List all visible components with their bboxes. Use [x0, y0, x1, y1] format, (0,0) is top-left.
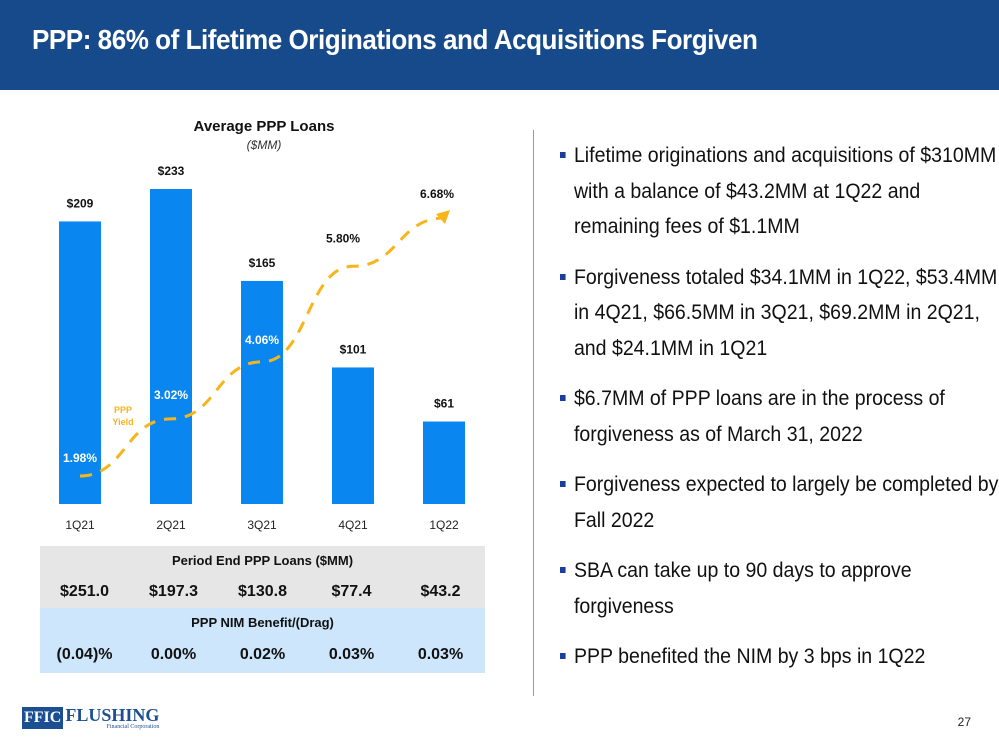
- x-tick-label: 1Q22: [429, 518, 459, 532]
- bar-3Q21: [241, 280, 283, 504]
- bar-value-label: $61: [434, 397, 454, 411]
- nim-values-row: (0.04)% 0.00% 0.02% 0.03% 0.03%: [40, 637, 485, 673]
- yield-legend-label: Yield: [112, 417, 133, 427]
- yield-value-label: 1.98%: [63, 451, 97, 465]
- nim-header: PPP NIM Benefit/(Drag): [191, 615, 334, 630]
- period-end-value: $197.3: [149, 582, 198, 600]
- logo-name: FLUSHING: [65, 705, 160, 725]
- bullet-item: Lifetime originations and acquisitions o…: [560, 138, 999, 245]
- bullet-square-icon: [560, 567, 566, 573]
- slide-header: PPP: 86% of Lifetime Originations and Ac…: [0, 0, 999, 90]
- period-end-value: $43.2: [420, 582, 461, 600]
- period-end-value: $77.4: [331, 582, 372, 600]
- bullet-text: Forgiveness expected to largely be compl…: [573, 473, 999, 532]
- bar-value-label: $209: [67, 196, 94, 210]
- bar-1Q22: [423, 421, 465, 504]
- logo-mark: FFIC: [22, 707, 64, 729]
- bullet-text: Forgiveness totaled $34.1MM in 1Q22, $53…: [573, 265, 998, 360]
- chart-title: Average PPP Loans: [194, 118, 335, 135]
- ppp-summary-table: Period End PPP Loans ($MM) $251.0 $197.3…: [40, 546, 485, 673]
- yield-legend-label: PPP: [114, 405, 132, 415]
- nim-value: 0.03%: [328, 646, 375, 663]
- bullet-text: $6.7MM of PPP loans are in the process o…: [573, 387, 945, 446]
- bar-value-label: $101: [340, 342, 367, 356]
- yield-value-label: 6.68%: [420, 187, 454, 201]
- bar-value-label: $165: [249, 256, 276, 270]
- yield-value-label: 5.80%: [326, 231, 360, 245]
- bullet-text: SBA can take up to 90 days to approve fo…: [573, 559, 912, 618]
- company-logo: FFIC FLUSHING Financial Corporation: [22, 705, 160, 730]
- period-end-header-row: Period End PPP Loans ($MM): [40, 546, 485, 575]
- bullet-item: Forgiveness expected to largely be compl…: [560, 467, 999, 538]
- x-tick-label: 4Q21: [338, 518, 368, 532]
- key-points-list: Lifetime originations and acquisitions o…: [560, 138, 998, 690]
- bullet-square-icon: [560, 152, 566, 158]
- bullet-item: SBA can take up to 90 days to approve fo…: [560, 553, 999, 624]
- yield-value-label: 3.02%: [154, 388, 188, 402]
- logo-subtitle: Financial Corporation: [106, 724, 160, 730]
- bar-value-label: $233: [158, 164, 185, 178]
- bullet-item: $6.7MM of PPP loans are in the process o…: [560, 381, 999, 452]
- period-end-values-row: $251.0 $197.3 $130.8 $77.4 $43.2: [40, 575, 485, 608]
- bar-2Q21: [150, 189, 192, 504]
- nim-value: 0.03%: [417, 646, 464, 663]
- period-end-header: Period End PPP Loans ($MM): [171, 553, 354, 568]
- column-divider: [533, 130, 534, 696]
- period-end-value: $130.8: [238, 582, 287, 600]
- bullet-item: Forgiveness totaled $34.1MM in 1Q22, $53…: [560, 260, 999, 367]
- x-tick-label: 2Q21: [156, 518, 186, 532]
- slide-title: PPP: 86% of Lifetime Originations and Ac…: [32, 24, 758, 55]
- bullet-square-icon: [560, 395, 566, 401]
- yield-value-label: 4.06%: [245, 333, 279, 347]
- x-tick-label: 3Q21: [247, 518, 277, 532]
- page-number: 27: [957, 715, 971, 729]
- bullet-square-icon: [560, 481, 566, 487]
- chart-subtitle: ($MM): [247, 138, 282, 152]
- bar-1Q21: [59, 221, 101, 504]
- average-ppp-loans-chart: Average PPP Loans ($MM) $209 1Q21 $233 2Q21…: [59, 118, 465, 532]
- x-tick-label: 1Q21: [65, 518, 95, 532]
- bullet-item: PPP benefited the NIM by 3 bps in 1Q22: [560, 639, 999, 675]
- nim-value: 0.02%: [239, 646, 286, 663]
- nim-header-row: PPP NIM Benefit/(Drag): [40, 608, 485, 637]
- bullet-text: Lifetime originations and acquisitions o…: [573, 144, 997, 238]
- nim-value: (0.04)%: [56, 646, 113, 663]
- bar-4Q21: [332, 367, 374, 504]
- nim-value: 0.00%: [150, 646, 197, 663]
- period-end-value: $251.0: [60, 582, 109, 600]
- bullet-text: PPP benefited the NIM by 3 bps in 1Q22: [573, 645, 926, 668]
- bullet-square-icon: [560, 653, 566, 659]
- bullet-square-icon: [560, 273, 566, 280]
- arrowhead-icon: [436, 210, 450, 224]
